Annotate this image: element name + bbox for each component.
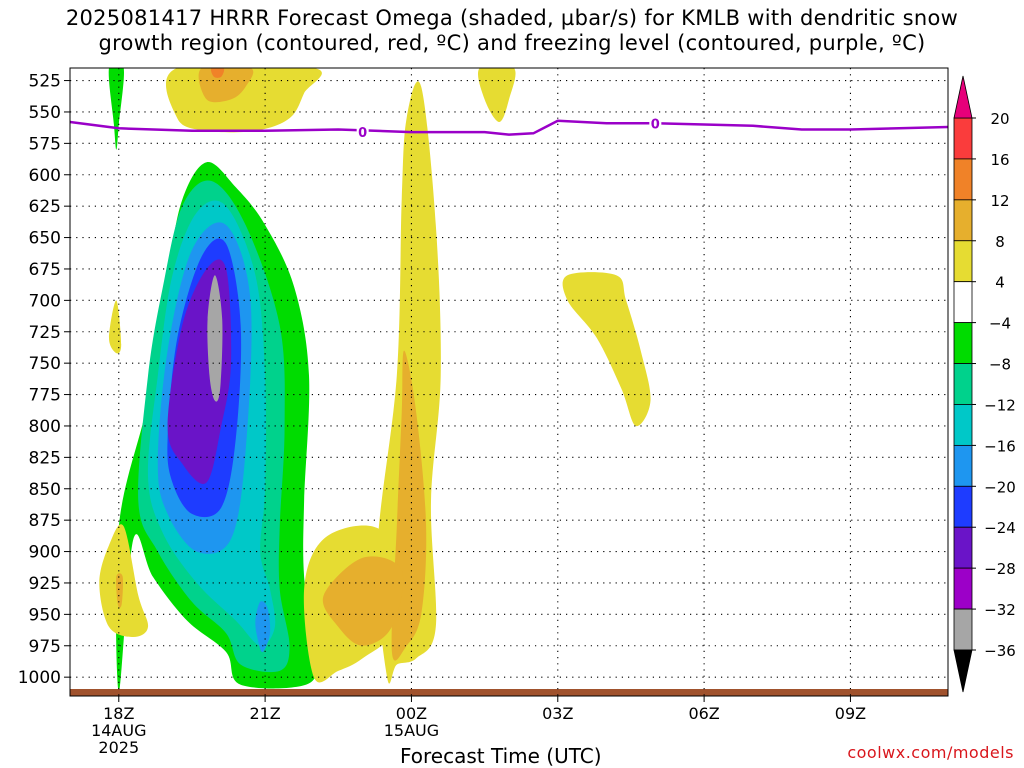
- y-tick-label: 850: [29, 480, 61, 500]
- y-tick-label: 700: [29, 291, 61, 311]
- colorbar-bin: [953, 444, 973, 487]
- colorbar-label: −28: [984, 560, 1016, 578]
- omega-region-18: [116, 573, 124, 608]
- y-axis-ticks: 525 550 575 600 625 650 675 700 725 750 775 800 825 8…: [18, 72, 70, 688]
- y-tick-label: 925: [29, 574, 61, 594]
- x-tick-sublabel: 15AUG: [384, 721, 439, 740]
- colorbar-bin: [953, 199, 973, 242]
- omega-region-15: [322, 556, 404, 646]
- x-tick-label: 09Z: [835, 704, 866, 723]
- y-tick-label: 650: [29, 229, 61, 249]
- chart-title-line1: 2025081417 HRRR Forecast Omega (shaded, …: [65, 6, 959, 30]
- y-tick-label: 625: [29, 197, 61, 217]
- omega-region-17: [99, 524, 149, 637]
- freezing-level-contour: 00: [70, 115, 948, 141]
- omega-region-10: [210, 68, 225, 78]
- grid-lines: [70, 68, 948, 696]
- y-tick-label: 775: [29, 386, 61, 406]
- colorbar-bin: [953, 363, 973, 405]
- colorbar-label: −32: [984, 601, 1016, 619]
- colorbar-bin: [953, 281, 973, 324]
- colorbar-bin: [953, 526, 973, 569]
- y-tick-label: 575: [29, 134, 61, 154]
- ground-strip: [70, 689, 948, 696]
- freezing-level-line: [70, 119, 948, 136]
- colorbar-bin: [953, 158, 973, 201]
- colorbar-label: −24: [984, 519, 1016, 537]
- colorbar: 20 16 12 8 4 −4 −8 −12 −16 −20 −24 −28 −32 −36: [953, 75, 1016, 693]
- x-tick-sublabel: 2025: [98, 738, 139, 757]
- x-tick-label: 06Z: [688, 704, 719, 723]
- colorbar-label: −16: [984, 437, 1016, 455]
- chart-title: 2025081417 HRRR Forecast Omega (shaded, …: [0, 6, 1024, 56]
- y-tick-label: 550: [29, 103, 61, 123]
- colorbar-label: 20: [990, 110, 1009, 128]
- colorbar-bottom-arrow: [953, 649, 973, 693]
- colorbar-bin: [953, 117, 973, 160]
- y-tick-label: 800: [29, 417, 61, 437]
- colorbar-label: 8: [995, 233, 1005, 251]
- x-tick-sublabel: 14AUG: [91, 721, 146, 740]
- freezing-level-label: 0: [358, 126, 367, 141]
- y-tick-label: 600: [29, 166, 61, 186]
- site-credit: coolwx.com/models: [847, 743, 1014, 762]
- x-tick-label: 00Z: [396, 704, 427, 723]
- freezing-level-label-bg: [356, 124, 369, 140]
- omega-region-20: [108, 68, 124, 150]
- colorbar-label: 4: [995, 274, 1005, 292]
- y-tick-label: 875: [29, 511, 61, 531]
- y-tick-label: 950: [29, 605, 61, 625]
- colorbar-label: −12: [984, 396, 1016, 414]
- x-tick-label: 18Z: [103, 704, 134, 723]
- omega-region-7: [207, 275, 223, 402]
- colorbar-label: 16: [990, 151, 1009, 169]
- colorbar-top-arrow: [953, 75, 973, 119]
- x-axis-label: Forecast Time (UTC): [400, 744, 602, 768]
- omega-region-11: [477, 68, 516, 122]
- colorbar-label: −4: [989, 315, 1011, 333]
- colorbar-label: −36: [984, 642, 1016, 660]
- colorbar-bin: [953, 567, 973, 610]
- colorbar-bin: [953, 485, 973, 528]
- y-tick-label: 975: [29, 637, 61, 657]
- colorbar-bin: [953, 608, 973, 651]
- omega-shading: [70, 68, 948, 696]
- x-tick-label: 03Z: [542, 704, 573, 723]
- omega-region-9: [198, 68, 254, 103]
- y-tick-label: 525: [29, 72, 61, 92]
- y-tick-label: 900: [29, 543, 61, 563]
- plot-frame: [69, 67, 949, 697]
- chart-title-line2: growth region (contoured, red, ºC) and f…: [98, 31, 926, 55]
- colorbar-bin: [953, 404, 973, 446]
- y-tick-label: 675: [29, 260, 61, 280]
- y-tick-label: 725: [29, 323, 61, 343]
- colorbar-label: −20: [984, 478, 1016, 496]
- freezing-level-label-bg: [649, 115, 662, 131]
- omega-region-19: [109, 300, 122, 354]
- y-tick-label: 1000: [18, 668, 61, 688]
- colorbar-label: 12: [990, 192, 1009, 210]
- colorbar-bin: [953, 240, 973, 283]
- x-tick-label: 21Z: [249, 704, 280, 723]
- omega-region-16: [562, 272, 651, 427]
- y-tick-label: 750: [29, 354, 61, 374]
- colorbar-label: −8: [989, 356, 1011, 374]
- freezing-level-label: 0: [651, 117, 660, 132]
- colorbar-bin: [953, 322, 973, 364]
- y-tick-label: 825: [29, 448, 61, 468]
- omega-region-4: [255, 601, 271, 653]
